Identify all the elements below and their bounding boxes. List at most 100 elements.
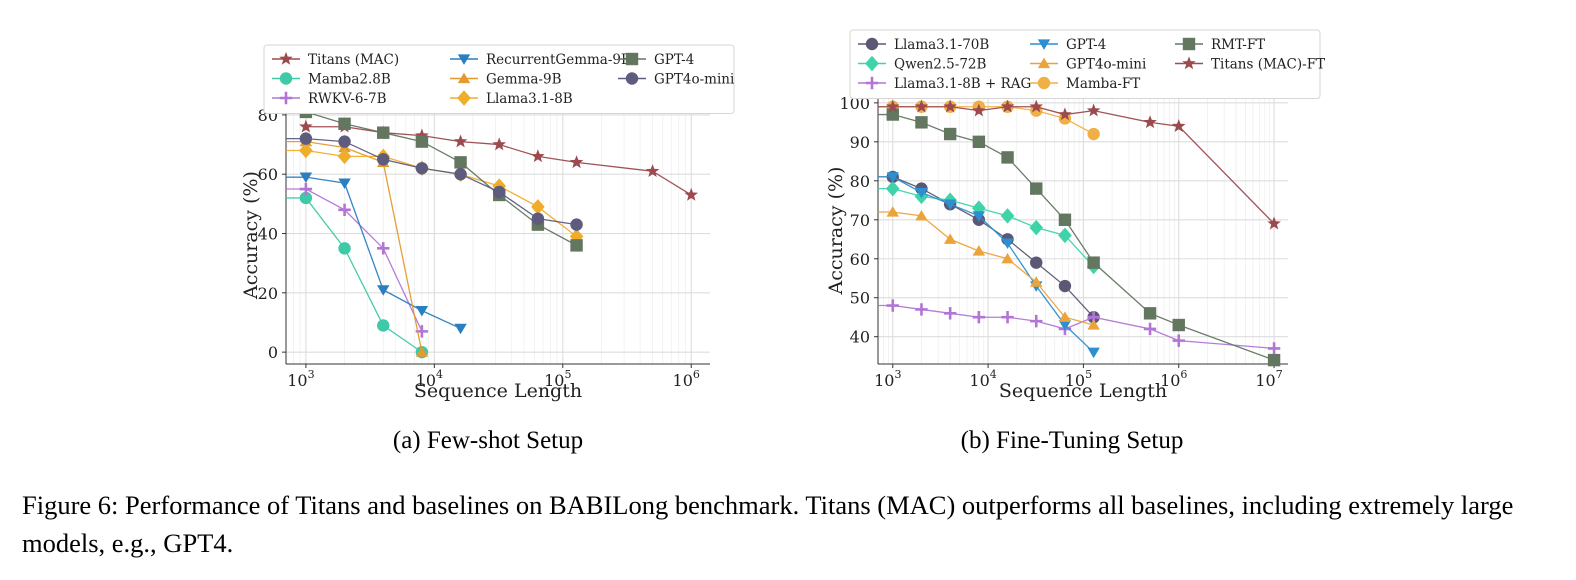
series-gemma-9b: [286, 135, 429, 357]
legend-label: GPT-4: [654, 52, 694, 68]
legend-entry-gpt4o-mini: GPT4o-mini: [618, 72, 735, 88]
data-point: [492, 137, 507, 151]
legend-marker: [1182, 37, 1196, 51]
legend-label: RMT-FT: [1211, 37, 1265, 53]
data-point: [1086, 103, 1101, 117]
legend-entry-rmt-ft: RMT-FT: [1175, 37, 1265, 53]
legend-marker: [279, 91, 293, 105]
data-point: [453, 134, 468, 148]
data-point: [943, 233, 957, 244]
data-point: [377, 319, 390, 332]
legend-entry-llama3-1-8b: Llama3.1-8B: [450, 90, 573, 107]
y-tick-label: 40: [850, 328, 870, 347]
data-point: [1001, 311, 1014, 324]
x-tick-exponent: 5: [564, 368, 571, 381]
legend-label: GPT4o-mini: [1066, 57, 1147, 73]
x-tick-exponent: 6: [1180, 368, 1187, 381]
panel-label: (a) Few-shot Setup: [393, 427, 583, 454]
legend-entry-titans-mac-ft: Titans (MAC)-FT: [1175, 56, 1325, 73]
data-point: [377, 242, 390, 255]
legend-entry-llama3-1-70b: Llama3.1-70B: [858, 37, 989, 53]
series-recurrentgemma-9b: [286, 172, 467, 335]
legend-marker: [865, 76, 879, 90]
series-titans-mac-ft: [878, 99, 1281, 230]
legend-entry-gpt-4: GPT-4: [1030, 37, 1106, 53]
data-point: [972, 245, 986, 256]
data-point: [972, 103, 986, 117]
legend: Llama3.1-70B Qwen2.5-72B Llama3.1-8B + RAG…: [849, 29, 1325, 99]
data-point: [299, 172, 313, 184]
x-tick-exponent: 6: [693, 368, 700, 381]
data-point: [886, 108, 899, 121]
data-point: [915, 116, 928, 129]
series-line: [286, 137, 577, 226]
data-point: [454, 323, 467, 335]
x-tick-exponent: 4: [990, 368, 997, 381]
data-point: [338, 117, 351, 130]
data-point: [415, 346, 429, 357]
data-point: [338, 135, 351, 148]
legend-label: RWKV-6-7B: [308, 91, 387, 107]
data-point: [493, 185, 506, 199]
data-point: [886, 172, 899, 183]
data-point: [1000, 99, 1015, 113]
legend-entry-titans-mac: Titans (MAC): [272, 51, 399, 68]
data-point: [570, 218, 583, 231]
x-tick-label: 107: [1255, 368, 1282, 390]
x-axis-label: Sequence Length: [999, 380, 1167, 402]
data-point: [338, 242, 351, 255]
data-point: [570, 239, 583, 252]
data-point: [1087, 311, 1100, 324]
data-point: [684, 187, 699, 201]
data-point: [569, 155, 584, 169]
x-tick-label: 103: [874, 368, 901, 390]
legend-entry-llama3-1-8b-rag: Llama3.1-8B + RAG: [858, 76, 1031, 92]
legend-marker: [279, 72, 293, 85]
data-point: [1087, 319, 1100, 330]
x-tick-exponent: 3: [308, 368, 315, 381]
series-gpt4o-mini: [286, 132, 583, 231]
legend-label: Gemma-9B: [486, 72, 562, 88]
y-tick-label: 90: [850, 133, 870, 152]
series-line: [305, 126, 692, 196]
x-tick-exponent: 4: [436, 368, 443, 381]
data-point: [886, 299, 899, 312]
legend-label: Titans (MAC): [308, 52, 399, 68]
legend-marker: [1037, 76, 1051, 90]
legend-label: RecurrentGemma-9B: [486, 52, 631, 68]
data-point: [1029, 219, 1044, 236]
data-point: [1058, 213, 1072, 226]
data-point: [972, 200, 986, 216]
legend-entry-gemma-9b: Gemma-9B: [450, 72, 562, 88]
data-point: [415, 325, 429, 338]
x-tick-label: 103: [287, 368, 314, 390]
data-point: [1143, 322, 1157, 336]
data-point: [531, 199, 545, 215]
y-tick-label: 20: [258, 284, 278, 303]
data-point: [1171, 119, 1186, 132]
data-point: [1172, 334, 1185, 347]
data-point: [1087, 127, 1100, 141]
data-point: [1058, 112, 1072, 125]
data-point: [1030, 256, 1043, 269]
series-line: [878, 176, 1095, 318]
data-point: [645, 164, 660, 178]
legend-label: Llama3.1-8B: [486, 91, 573, 107]
gridlines: [285, 106, 710, 364]
x-tick-exponent: 3: [894, 368, 901, 381]
series-rwkv-6-7b: [286, 182, 429, 338]
legend-label: Mamba2.8B: [308, 72, 391, 88]
data-point: [337, 148, 352, 165]
data-point: [454, 156, 467, 169]
legend-entry-gpt4o-mini: GPT4o-mini: [1030, 57, 1147, 73]
data-point: [1030, 314, 1043, 328]
data-point: [1030, 182, 1043, 195]
data-point: [377, 126, 390, 139]
legend-marker: [625, 52, 639, 66]
data-point: [1087, 347, 1100, 359]
data-point: [415, 128, 429, 142]
data-point: [1058, 311, 1072, 322]
